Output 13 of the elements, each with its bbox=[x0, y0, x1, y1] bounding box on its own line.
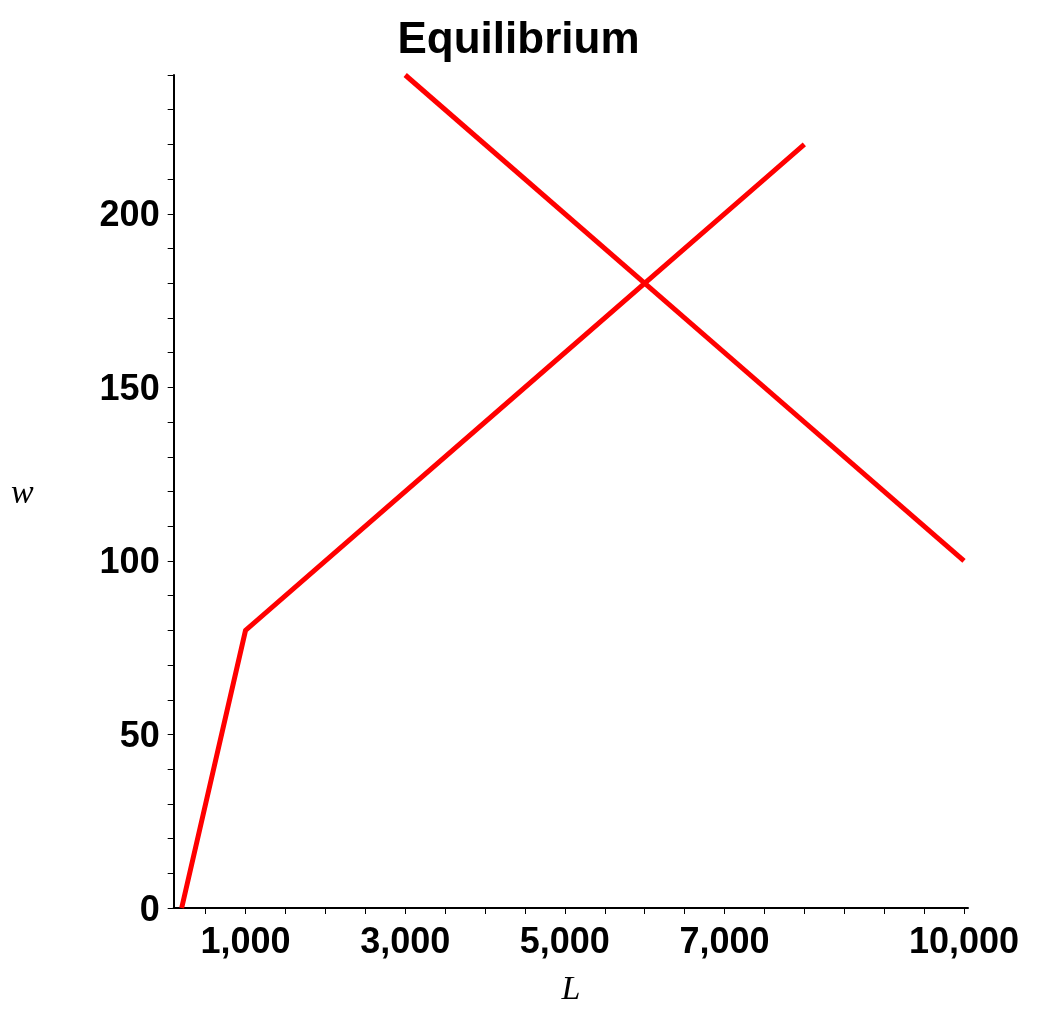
x-tick-label: 5,000 bbox=[519, 919, 610, 961]
y-tick-label: 50 bbox=[119, 713, 160, 755]
x-tick-label: 3,000 bbox=[360, 919, 451, 961]
y-tick-label: 100 bbox=[99, 540, 160, 582]
y-tick-label: 150 bbox=[99, 366, 160, 408]
y-axis-title: w bbox=[10, 473, 34, 510]
y-tick-label: 200 bbox=[99, 193, 160, 235]
x-tick-label: 1,000 bbox=[200, 919, 291, 961]
x-axis-title: L bbox=[560, 968, 581, 1006]
x-tick-label: 10,000 bbox=[908, 919, 1020, 961]
chart-title: Equilibrium bbox=[397, 12, 640, 62]
y-tick-label: 0 bbox=[139, 887, 160, 929]
x-tick-label: 7,000 bbox=[679, 919, 770, 961]
